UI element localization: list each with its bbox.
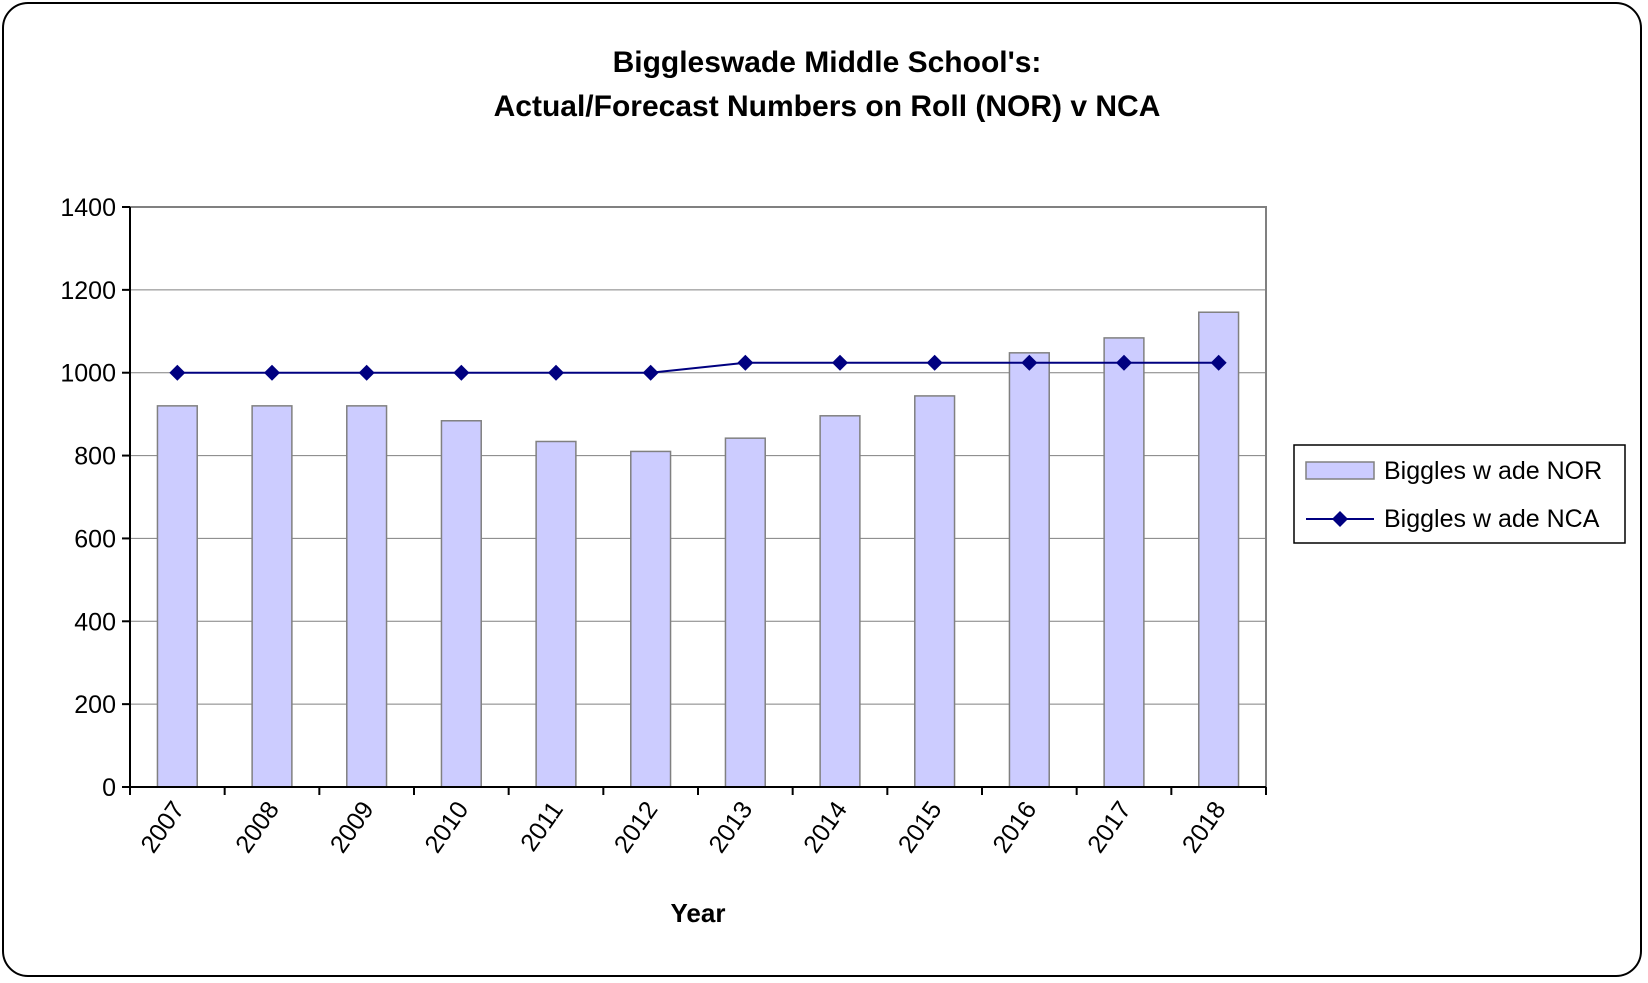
x-tick-label-2007: 2007 <box>135 796 190 858</box>
nca-point-2016 <box>1021 354 1038 371</box>
nca-point-2014 <box>832 354 848 371</box>
y-tick-label-1400: 1400 <box>60 194 116 222</box>
nca-point-2008 <box>264 364 280 381</box>
x-tick-label-2016: 2016 <box>987 796 1042 858</box>
chart-title-line-1: Biggleswade Middle School's: <box>613 46 1042 79</box>
nca-point-2007 <box>169 364 186 381</box>
x-tick-label-2011: 2011 <box>515 796 569 856</box>
y-tick-label-1200: 1200 <box>60 277 116 305</box>
bar-2017 <box>1103 337 1145 788</box>
x-tick-label-2013: 2013 <box>703 796 758 858</box>
x-tick-label-2010: 2010 <box>419 796 474 858</box>
nca-point-2009 <box>358 364 375 381</box>
y-tick-label-800: 800 <box>74 443 116 471</box>
nca-point-2018 <box>1210 354 1227 371</box>
legend-marker-nca <box>1332 511 1348 527</box>
nca-point-2015 <box>926 354 943 371</box>
x-tick-label-2008: 2008 <box>230 796 285 858</box>
bar-2011 <box>535 440 577 788</box>
legend-label-nca: Biggles w ade NCA <box>1384 505 1600 533</box>
line-series <box>169 354 1227 381</box>
y-tick-label-0: 0 <box>102 774 116 802</box>
bar-2012 <box>630 450 672 788</box>
chart-title-line-2: Actual/Forecast Numbers on Roll (NOR) v … <box>494 90 1161 123</box>
y-tick-label-200: 200 <box>74 691 116 719</box>
x-tick-label-2017: 2017 <box>1082 796 1137 858</box>
y-tick-label-600: 600 <box>74 525 116 553</box>
bar-2013 <box>724 437 766 788</box>
bar-2008 <box>251 405 293 788</box>
nca-point-2013 <box>737 354 754 371</box>
x-tick-label-2014: 2014 <box>798 796 853 858</box>
x-tick-label-2012: 2012 <box>609 796 664 858</box>
bar-2014 <box>819 415 861 788</box>
plot-area <box>129 206 1267 788</box>
x-tick-label-2015: 2015 <box>893 796 948 858</box>
x-tick-label-2009: 2009 <box>325 796 380 858</box>
bar-2016 <box>1008 352 1050 788</box>
legend-label-nor: Biggles w ade NOR <box>1384 457 1602 485</box>
y-tick-label-1000: 1000 <box>60 360 116 388</box>
nca-line <box>177 361 1219 374</box>
legend-swatch-nor <box>1305 461 1375 480</box>
x-tick-label-2018: 2018 <box>1177 796 1232 858</box>
nca-point-2011 <box>548 364 564 381</box>
nca-point-2010 <box>453 364 470 381</box>
bar-2015 <box>914 395 956 788</box>
nca-point-2017 <box>1116 354 1132 371</box>
nca-point-2012 <box>642 364 659 381</box>
legend-box <box>1293 444 1626 544</box>
bar-2007 <box>156 405 198 788</box>
bar-series <box>156 311 1240 788</box>
bar-2010 <box>440 420 482 788</box>
bar-2018 <box>1198 311 1240 788</box>
x-axis-title: Year <box>671 898 726 928</box>
legend: Biggles w ade NOR Biggles w ade NCA <box>1293 444 1626 544</box>
bar-2009 <box>346 405 388 788</box>
y-tick-label-400: 400 <box>74 608 116 636</box>
